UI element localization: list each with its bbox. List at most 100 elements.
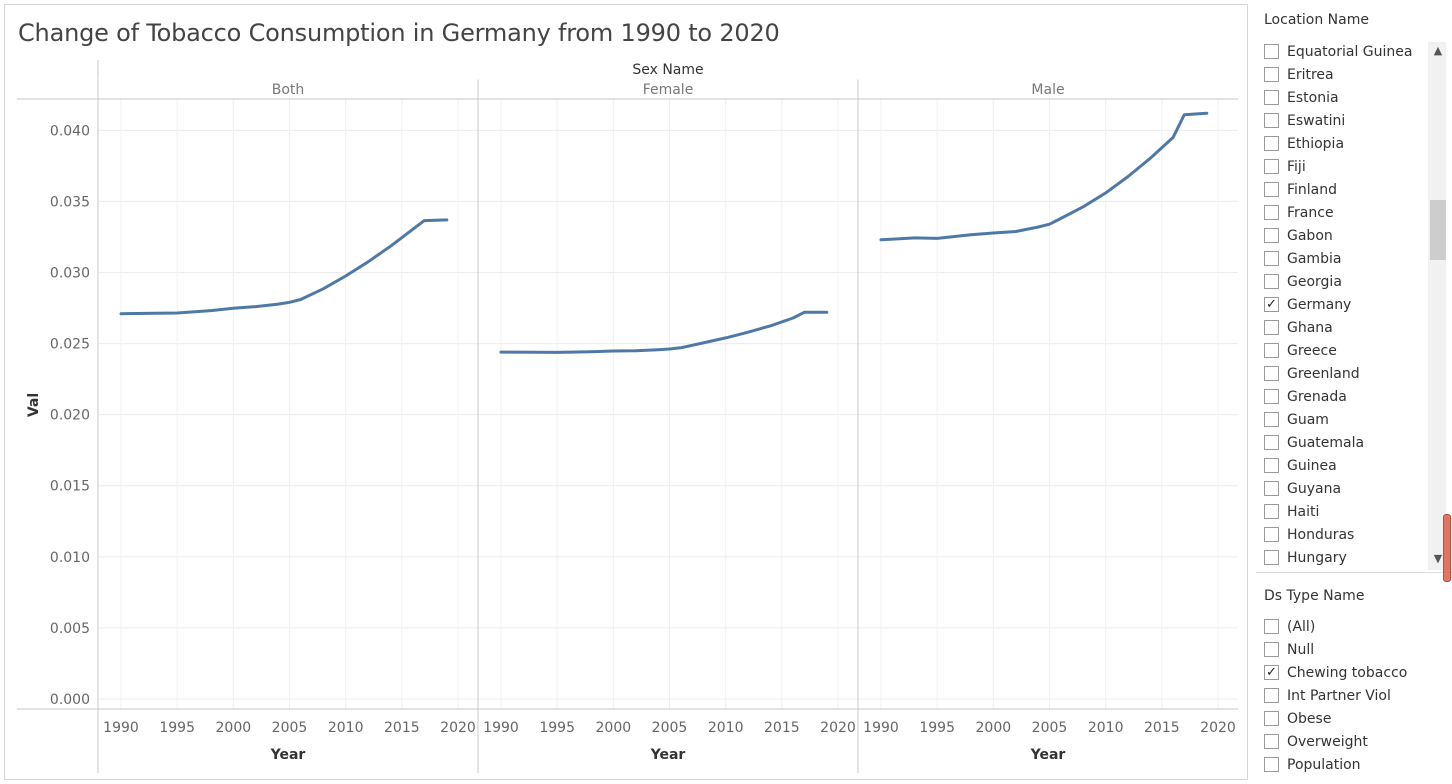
ds-type-filter-item[interactable]: (All) (1264, 615, 1434, 638)
x-tick-label: 2015 (384, 720, 420, 736)
location-filter-item[interactable]: Guam (1264, 408, 1434, 431)
checkbox[interactable] (1264, 67, 1279, 82)
x-tick-label: 2000 (976, 720, 1012, 736)
location-filter-item[interactable]: Eswatini (1264, 109, 1434, 132)
checkbox[interactable] (1264, 251, 1279, 266)
ds-type-filter-item[interactable]: Obese (1264, 707, 1434, 730)
chevron-down-icon[interactable]: ▼ (1433, 552, 1443, 565)
location-filter-item-label: Equatorial Guinea (1287, 43, 1413, 60)
checkbox[interactable] (1264, 504, 1279, 519)
checkbox-checked[interactable]: ✓ (1264, 665, 1279, 680)
location-filter-item[interactable]: Equatorial Guinea (1264, 40, 1434, 63)
chart-viz: Change of Tobacco Consumption in Germany… (4, 4, 1248, 780)
checkbox[interactable] (1264, 274, 1279, 289)
location-filter-item[interactable]: Georgia (1264, 270, 1434, 293)
checkbox[interactable] (1264, 458, 1279, 473)
ds-type-filter-item[interactable]: Null (1264, 638, 1434, 661)
location-filter-item[interactable]: Greenland (1264, 362, 1434, 385)
location-filter-item[interactable]: ✓ Germany (1264, 293, 1434, 316)
x-axis-title: Year (1030, 747, 1066, 763)
check-icon: ✓ (1266, 665, 1277, 680)
checkbox[interactable] (1264, 90, 1279, 105)
location-filter-item[interactable]: Ethiopia (1264, 132, 1434, 155)
x-tick-label: 1995 (159, 720, 195, 736)
ds-type-filter-item[interactable]: Int Partner Viol (1264, 684, 1434, 707)
location-filter-item[interactable]: Guinea (1264, 454, 1434, 477)
checkbox[interactable] (1264, 435, 1279, 450)
x-tick-label: 1990 (483, 720, 519, 736)
location-filter-item[interactable]: Honduras (1264, 523, 1434, 546)
ds-type-filter-item-label: Int Partner Viol (1287, 687, 1391, 704)
location-filter-item[interactable]: Guyana (1264, 477, 1434, 500)
location-filter-item[interactable]: Ghana (1264, 316, 1434, 339)
location-filter-item[interactable]: Estonia (1264, 86, 1434, 109)
checkbox[interactable] (1264, 182, 1279, 197)
location-filter-item-label: Germany (1287, 296, 1352, 313)
checkbox[interactable] (1264, 159, 1279, 174)
location-filter-title: Location Name (1264, 12, 1369, 28)
location-filter-item-label: Finland (1287, 181, 1338, 198)
checkbox[interactable] (1264, 642, 1279, 657)
location-filter-item[interactable]: Eritrea (1264, 63, 1434, 86)
ds-type-filter-item[interactable]: ✓ Chewing tobacco (1264, 661, 1434, 684)
location-filter-item[interactable]: Greece (1264, 339, 1434, 362)
ds-type-filter-item-label: (All) (1287, 618, 1316, 635)
checkbox[interactable] (1264, 205, 1279, 220)
ds-type-filter-item[interactable]: Population (1264, 753, 1434, 776)
checkbox[interactable] (1264, 44, 1279, 59)
location-filter-item[interactable]: Grenada (1264, 385, 1434, 408)
checkbox[interactable] (1264, 711, 1279, 726)
checkbox-checked[interactable]: ✓ (1264, 297, 1279, 312)
location-filter-item[interactable]: Fiji (1264, 155, 1434, 178)
location-filter-item[interactable]: Guatemala (1264, 431, 1434, 454)
location-scrollbar-thumb[interactable] (1430, 200, 1446, 260)
ds-type-filter-item-label: Population (1287, 756, 1361, 773)
resize-grip-handle[interactable] (1443, 514, 1451, 582)
x-axis-title: Year (650, 747, 686, 763)
location-filter-item-label: France (1287, 204, 1334, 221)
location-filter-item-label: Eritrea (1287, 66, 1334, 83)
checkbox[interactable] (1264, 550, 1279, 565)
checkbox[interactable] (1264, 228, 1279, 243)
checkbox[interactable] (1264, 412, 1279, 427)
checkbox[interactable] (1264, 688, 1279, 703)
checkbox[interactable] (1264, 320, 1279, 335)
location-filter-item[interactable]: Gabon (1264, 224, 1434, 247)
location-filter-item-label: Greece (1287, 342, 1337, 359)
checkbox[interactable] (1264, 389, 1279, 404)
ds-type-filter-item[interactable]: Overweight (1264, 730, 1434, 753)
checkbox[interactable] (1264, 527, 1279, 542)
checkbox[interactable] (1264, 366, 1279, 381)
checkbox[interactable] (1264, 734, 1279, 749)
checkbox[interactable] (1264, 113, 1279, 128)
x-tick-label: 2005 (272, 720, 308, 736)
checkbox[interactable] (1264, 343, 1279, 358)
x-tick-label: 2015 (1144, 720, 1180, 736)
location-filter-item[interactable]: Haiti (1264, 500, 1434, 523)
y-tick-label: 0.015 (50, 479, 90, 495)
x-tick-label: 2005 (1032, 720, 1068, 736)
location-filter-item[interactable]: France (1264, 201, 1434, 224)
location-scrollbar[interactable] (1428, 42, 1446, 570)
checkbox[interactable] (1264, 757, 1279, 772)
x-tick-label: 1990 (863, 720, 899, 736)
y-tick-label: 0.000 (50, 692, 90, 708)
location-filter-item-label: Guinea (1287, 457, 1337, 474)
location-filter-item[interactable]: Gambia (1264, 247, 1434, 270)
chart-title: Change of Tobacco Consumption in Germany… (18, 19, 780, 47)
checkbox[interactable] (1264, 619, 1279, 634)
x-tick-label: 2005 (652, 720, 688, 736)
x-tick-label: 1990 (103, 720, 139, 736)
chevron-up-icon[interactable]: ▲ (1433, 44, 1443, 57)
location-filter-item-label: Eswatini (1287, 112, 1346, 129)
panel-header-male: Male (1031, 82, 1064, 98)
ds-type-filter-item-label: Obese (1287, 710, 1332, 727)
location-filter-item-label: Georgia (1287, 273, 1342, 290)
location-filter-item[interactable]: Hungary (1264, 546, 1434, 569)
y-axis-title: Val (26, 393, 42, 417)
x-tick-label: 2020 (440, 720, 476, 736)
checkbox[interactable] (1264, 136, 1279, 151)
checkbox[interactable] (1264, 481, 1279, 496)
location-filter-item[interactable]: Finland (1264, 178, 1434, 201)
location-filter-item-label: Fiji (1287, 158, 1306, 175)
